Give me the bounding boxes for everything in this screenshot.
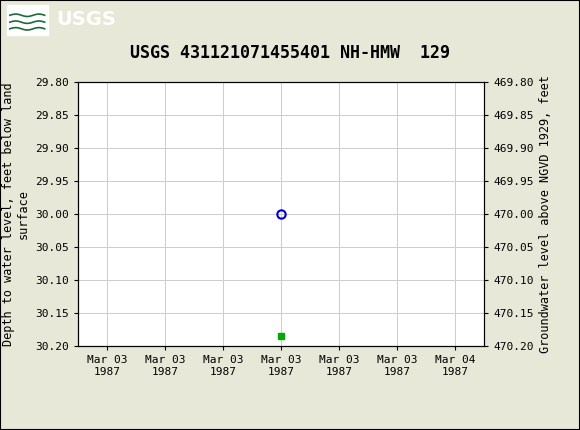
Text: USGS: USGS [56,10,116,29]
Bar [7,5,48,35]
Y-axis label: Depth to water level, feet below land
surface: Depth to water level, feet below land su… [2,82,30,346]
Text: USGS 431121071455401 NH-HMW  129: USGS 431121071455401 NH-HMW 129 [130,44,450,62]
Y-axis label: Groundwater level above NGVD 1929, feet: Groundwater level above NGVD 1929, feet [539,75,552,353]
